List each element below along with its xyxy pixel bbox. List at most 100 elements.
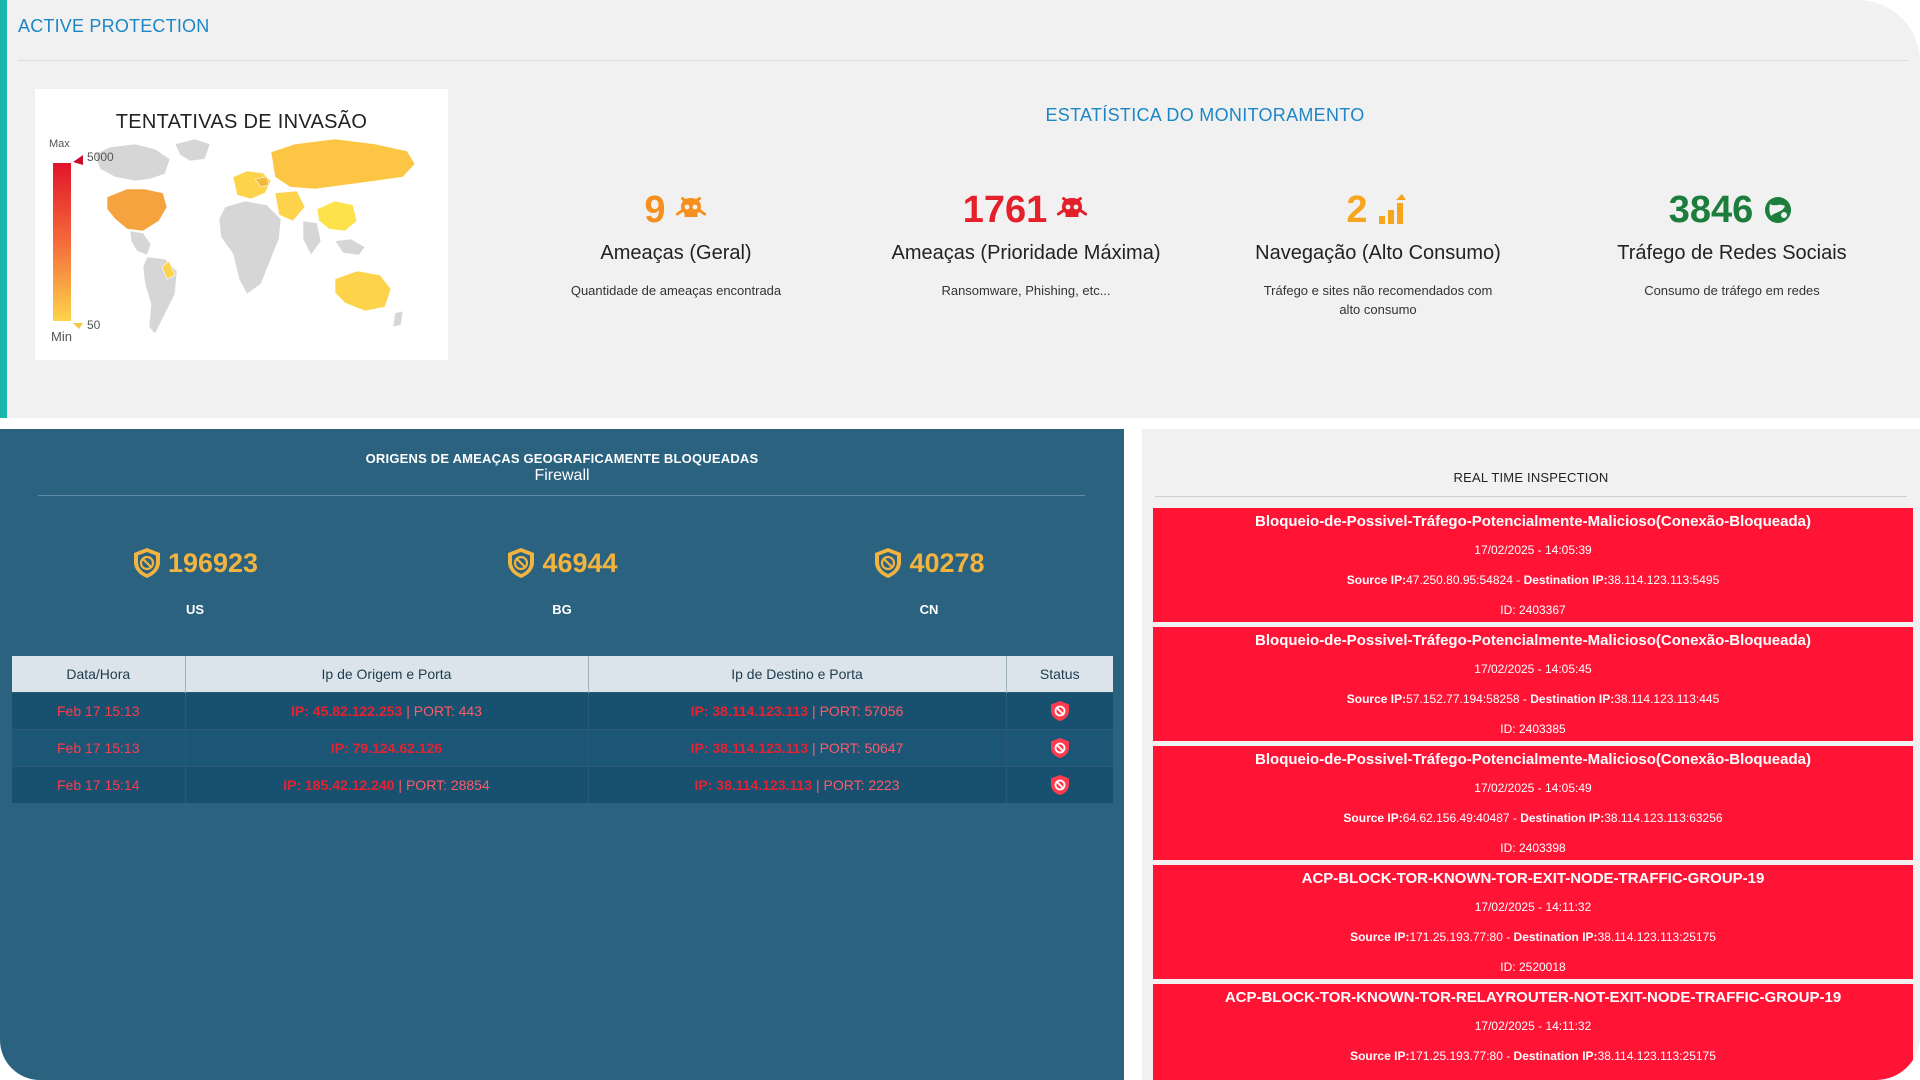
source-port: | PORT: 28854: [394, 776, 490, 793]
stat-value: 9: [644, 189, 666, 231]
invasion-map-card: Max 5000 50 Min TENTATIVAS DE INVASÃO: [35, 89, 448, 360]
real-time-inspection-panel: REAL TIME INSPECTION Bloqueio-de-Possive…: [1142, 429, 1920, 1080]
stat-description: Ransomware, Phishing, etc...: [941, 283, 1111, 298]
legend-max-value: 5000: [87, 150, 114, 164]
inspection-list[interactable]: Bloqueio-de-Possivel-Tráfego-Potencialme…: [1153, 508, 1913, 1080]
cell-status: [1006, 728, 1113, 766]
table-header-row: Data/Hora Ip de Origem e Porta Ip de Des…: [12, 656, 1113, 692]
map-title: TENTATIVAS DE INVASÃO: [115, 111, 368, 133]
legend-min-label: Min: [51, 329, 72, 344]
page-title: ACTIVE PROTECTION: [18, 16, 210, 36]
destination-ip: 38.114.123.113:25175: [1597, 930, 1716, 944]
source-ip-label: Source IP:: [1346, 692, 1407, 706]
realtime-title: REAL TIME INSPECTION: [1453, 470, 1609, 485]
skull-crossbones-icon: [675, 197, 706, 217]
firewall-title: ORIGENS DE AMEAÇAS GEOGRAFICAMENTE BLOQU…: [365, 451, 759, 466]
source-ip-label: Source IP:: [1343, 811, 1403, 825]
source-ip-label: Source IP:: [1350, 1049, 1410, 1063]
event-datetime: 17/02/2025 - 14:05:39: [1474, 543, 1592, 557]
stat-value: 3846: [1668, 189, 1754, 231]
table-row[interactable]: Feb 17 15:13 IP: 45.82.122.253 | PORT: 4…: [12, 691, 1113, 729]
stat-description: Tráfego e sites não recomendados com alt…: [1263, 283, 1493, 317]
blocked-shield-icon: [1050, 774, 1069, 795]
event-ips: Source IP:57.152.77.194:58258 - Destinat…: [1346, 692, 1720, 706]
country-bg: 46944 BG: [432, 546, 692, 617]
country-count: 196923: [167, 547, 259, 578]
destination-ip-label: Destination IP:: [1530, 692, 1615, 706]
country-australia: [334, 270, 392, 312]
inspection-event-card[interactable]: Bloqueio-de-Possivel-Tráfego-Potencialme…: [1153, 508, 1913, 622]
map-countries[interactable]: [94, 138, 416, 335]
destination-ip: 38.114.123.113:63256: [1604, 811, 1723, 825]
destination-ip-label: Destination IP:: [1513, 1049, 1598, 1063]
stat-description: Consumo de tráfego em redes: [1644, 283, 1820, 298]
stat-label: Tráfego de Redes Sociais: [1617, 242, 1847, 264]
blocked-shield-icon: [1050, 737, 1069, 758]
table-row[interactable]: Feb 17 15:13 IP: 79.124.62.126 IP: 38.11…: [12, 728, 1113, 766]
shield-block-icon: [508, 548, 535, 578]
column-header-destination[interactable]: Ip de Destino e Porta: [588, 656, 1007, 692]
cell-source: IP: 185.42.12.240 | PORT: 28854: [185, 765, 589, 803]
destination-port: | PORT: 57056: [808, 702, 904, 719]
inspection-event-card[interactable]: ACP-BLOCK-TOR-KNOWN-TOR-RELAYROUTER-NOT-…: [1153, 984, 1913, 1080]
source-ip: 171.25.193.77:80: [1409, 930, 1503, 944]
country-us: 196923 US: [65, 546, 325, 617]
source-port: | PORT: 443: [402, 702, 482, 719]
stat-description: Quantidade de ameaças encontrada: [570, 283, 782, 298]
event-datetime: 17/02/2025 - 14:05:49: [1474, 781, 1592, 795]
country-code: BG: [552, 602, 572, 617]
destination-ip: 38.114.123.113:445: [1614, 692, 1720, 706]
source-ip: 64.62.156.49:40487: [1402, 811, 1510, 825]
shield-block-icon: [133, 548, 160, 578]
legend-min-value: 50: [87, 318, 101, 332]
event-name: Bloqueio-de-Possivel-Tráfego-Potencialme…: [1255, 632, 1811, 649]
event-ips: Source IP:171.25.193.77:80 - Destination…: [1350, 1049, 1716, 1063]
stat-social-traffic: 3846 Tráfego de Redes Sociais Consumo de…: [1552, 186, 1912, 300]
panel-accent-bar: [0, 0, 7, 418]
cell-source: IP: 79.124.62.126: [185, 728, 589, 766]
cell-datetime: Feb 17 15:13: [12, 691, 186, 729]
active-protection-panel: ACTIVE PROTECTION: [0, 0, 1920, 418]
column-header-datetime[interactable]: Data/Hora: [12, 656, 186, 692]
country-code: CN: [919, 602, 939, 617]
inspection-event-card[interactable]: Bloqueio-de-Possivel-Tráfego-Potencialme…: [1153, 746, 1913, 860]
source-ip: IP: 45.82.122.253: [291, 702, 403, 719]
cell-destination: IP: 38.114.123.113 | PORT: 50647: [588, 728, 1007, 766]
destination-port: | PORT: 2223: [812, 776, 900, 793]
source-ip: IP: 79.124.62.126: [330, 739, 443, 756]
country-china: [316, 200, 358, 232]
legend-min-marker: [73, 323, 83, 329]
inspection-event-card[interactable]: Bloqueio-de-Possivel-Tráfego-Potencialme…: [1153, 627, 1913, 741]
event-ips: Source IP:171.25.193.77:80 - Destination…: [1350, 930, 1716, 944]
table-row[interactable]: Feb 17 15:14 IP: 185.42.12.240 | PORT: 2…: [12, 765, 1113, 803]
blocked-connections-table: Data/Hora Ip de Origem e Porta Ip de Des…: [12, 656, 1113, 803]
event-name: Bloqueio-de-Possivel-Tráfego-Potencialme…: [1255, 751, 1811, 768]
destination-ip: 38.114.123.113:25175: [1597, 1049, 1716, 1063]
stat-label: Ameaças (Geral): [600, 242, 752, 264]
event-datetime: 17/02/2025 - 14:11:32: [1474, 900, 1592, 914]
cell-destination: IP: 38.114.123.113 | PORT: 2223: [588, 765, 1007, 803]
destination-port: | PORT: 50647: [808, 739, 904, 756]
destination-ip-label: Destination IP:: [1513, 930, 1598, 944]
source-ip-label: Source IP:: [1346, 573, 1407, 587]
cell-source: IP: 45.82.122.253 | PORT: 443: [185, 691, 589, 729]
stat-label: Ameaças (Prioridade Máxima): [891, 242, 1161, 264]
destination-ip: IP: 38.114.123.113: [690, 702, 809, 719]
country-russia: [270, 138, 416, 190]
stat-threats-max-priority: 1761 Ameaças (Prioridade Máxima) Ransomw…: [846, 186, 1206, 300]
event-ips: Source IP:64.62.156.49:40487 - Destinati…: [1343, 811, 1723, 825]
source-ip: IP: 185.42.12.240: [283, 776, 395, 793]
source-ip: 57.152.77.194:58258: [1406, 692, 1520, 706]
destination-ip: IP: 38.114.123.113: [690, 739, 809, 756]
stat-value: 2: [1346, 189, 1368, 231]
world-map[interactable]: Max 5000 50 Min: [35, 89, 448, 360]
signal-bars-icon: [1378, 194, 1406, 224]
column-header-source[interactable]: Ip de Origem e Porta: [185, 656, 589, 692]
destination-ip-label: Destination IP:: [1520, 811, 1605, 825]
inspection-event-card[interactable]: ACP-BLOCK-TOR-KNOWN-TOR-EXIT-NODE-TRAFFI…: [1153, 865, 1913, 979]
destination-ip: 38.114.123.113:5495: [1607, 573, 1720, 587]
column-header-status[interactable]: Status: [1006, 656, 1113, 692]
country-count: 40278: [909, 547, 985, 578]
blocked-shield-icon: [1050, 700, 1069, 721]
event-ips: Source IP:47.250.80.95:54824 - Destinati…: [1346, 573, 1720, 587]
